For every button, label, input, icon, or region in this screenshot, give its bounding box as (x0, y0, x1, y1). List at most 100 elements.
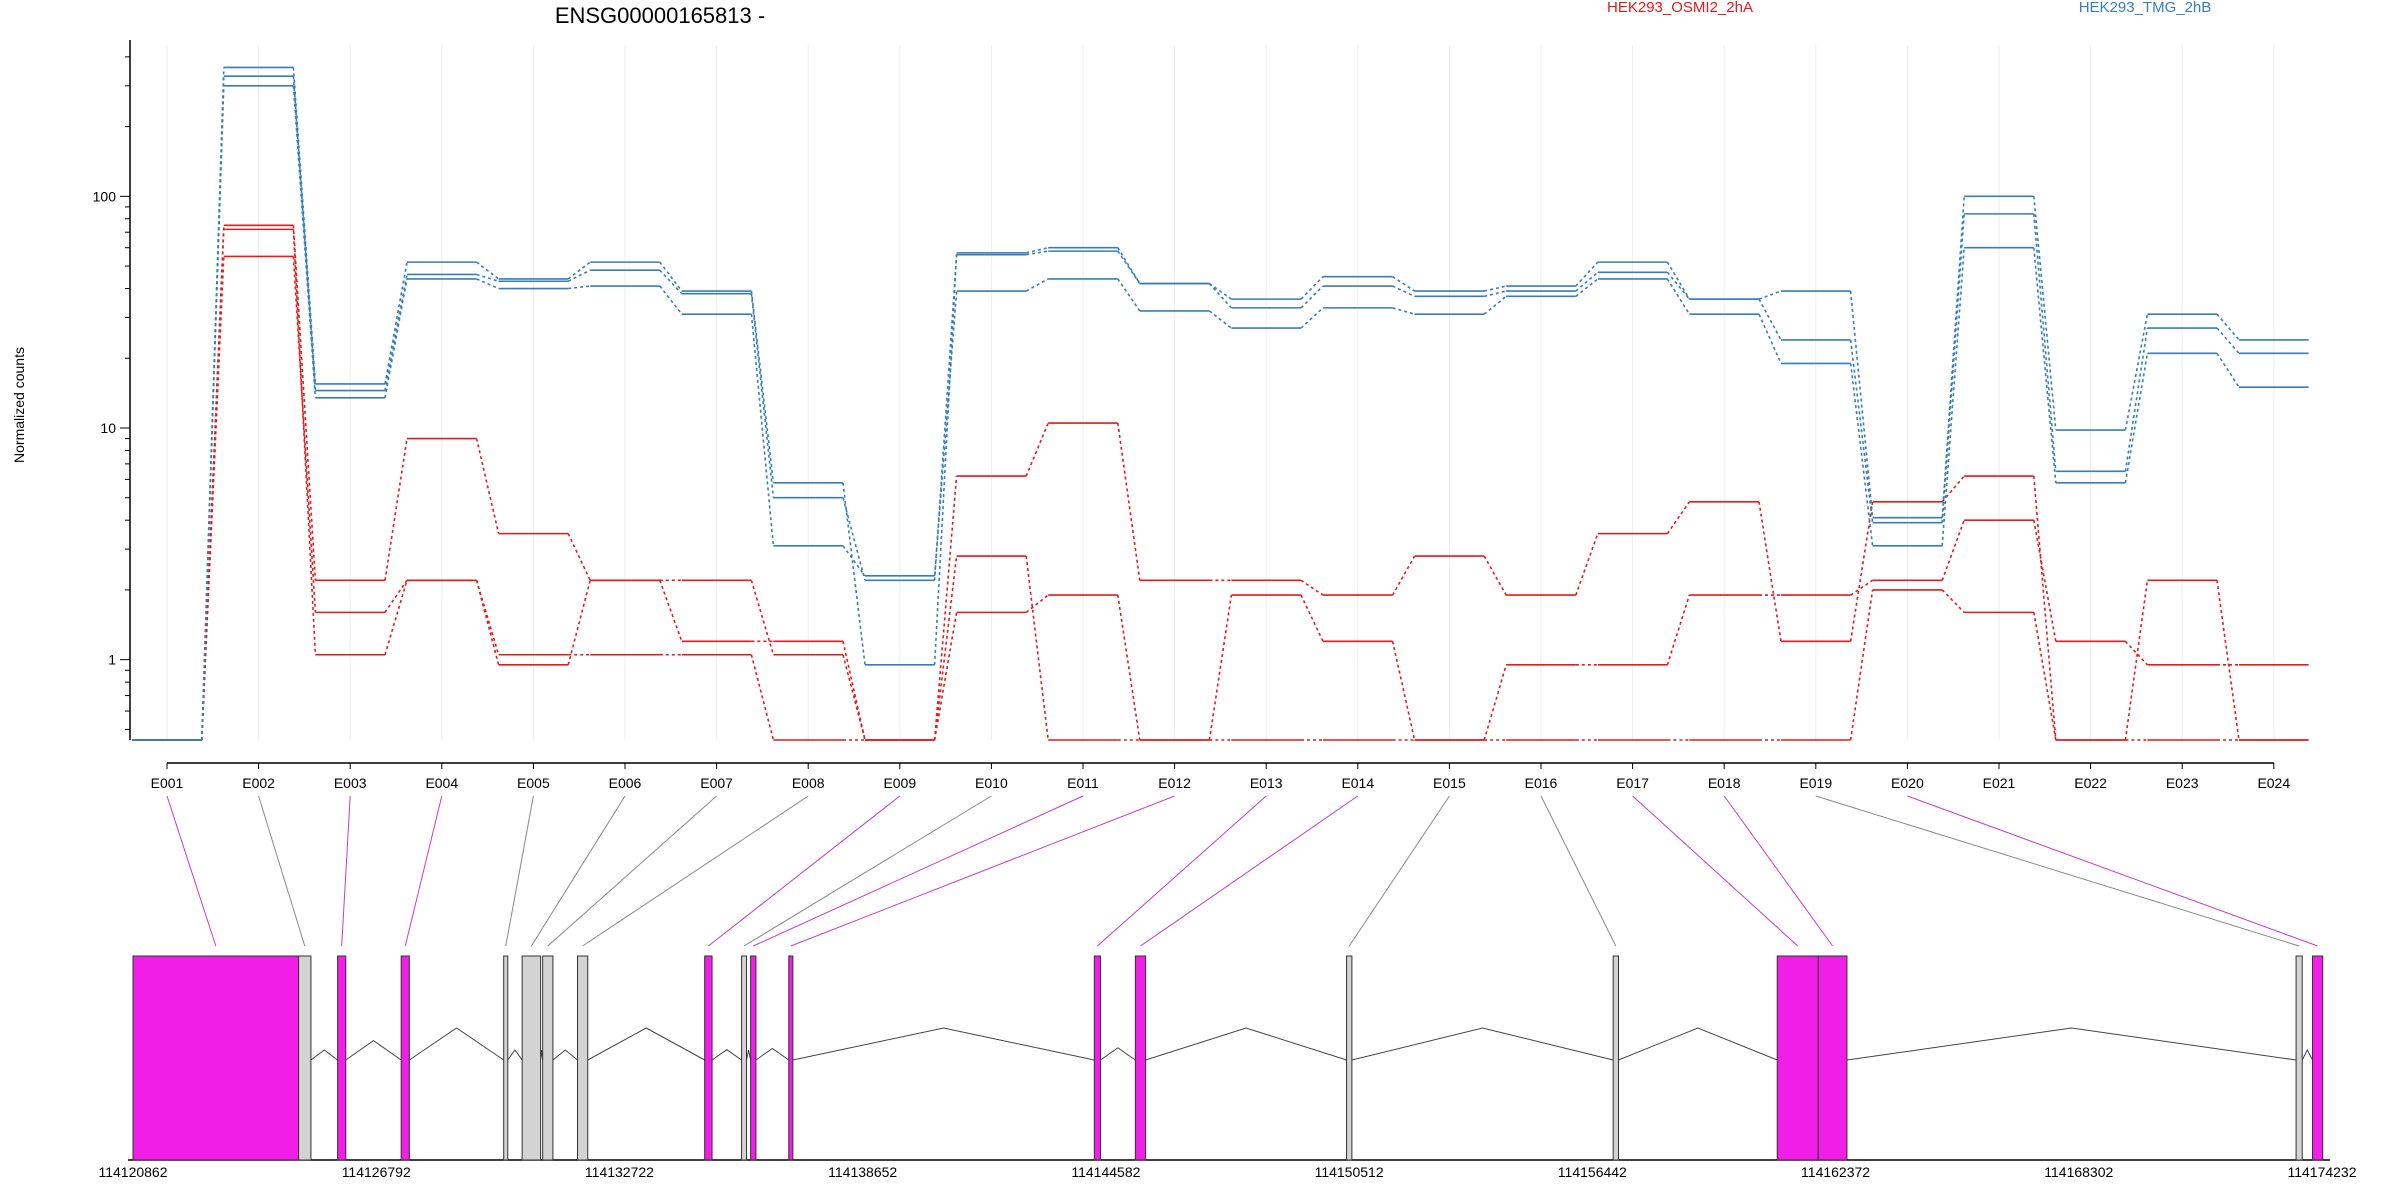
exon-box (2311, 955, 2324, 1161)
genome-coord-label: 114162372 (1801, 1164, 1870, 1180)
series-connector (567, 269, 591, 282)
series-connector (2124, 314, 2149, 431)
series-connector (1575, 278, 1599, 297)
series-connector (842, 497, 866, 581)
exon-connector (1907, 795, 2318, 947)
series-connector (2216, 313, 2240, 341)
exon-box (741, 955, 748, 1161)
series-connector (475, 438, 500, 534)
series-connector (1849, 589, 1874, 741)
series-connector (1849, 339, 1874, 523)
series-connector (1758, 298, 1782, 341)
exon-box (542, 955, 554, 1161)
intron-line (587, 1027, 705, 1061)
x-tick-label: E001 (151, 775, 184, 791)
series-connector (2216, 327, 2240, 354)
series-connector (1208, 282, 1232, 300)
exon-connector (1540, 795, 1617, 947)
series-connector (567, 580, 591, 666)
series-connector (2033, 612, 2057, 741)
exon-box (337, 955, 347, 1161)
x-tick-label: E023 (2166, 775, 2199, 791)
series-connector (1117, 247, 1141, 285)
genome-coord-label: 114156442 (1558, 1164, 1627, 1180)
intron-line (552, 1049, 578, 1061)
series-connector (1392, 307, 1415, 315)
exon-box (1134, 955, 1147, 1161)
series-connector (933, 612, 958, 741)
series-connector (475, 580, 500, 655)
series-connector (1666, 261, 1691, 300)
exon-connector (341, 795, 351, 947)
y-tick-label: 1 (108, 652, 116, 668)
series-connector (201, 225, 225, 741)
series-connector (1117, 278, 1141, 312)
series-HEK293_TMG_2hB (132, 75, 2309, 741)
series-connector (567, 533, 591, 581)
series-connector (1117, 594, 1141, 741)
series-connector (1849, 363, 1874, 546)
series-connector (567, 261, 591, 280)
x-tick-label: E006 (609, 775, 642, 791)
series-connector (1025, 594, 1049, 614)
exon-connector (1348, 795, 1450, 947)
series-connector (384, 278, 408, 398)
series-HEK293_OSMI2_2hA (132, 255, 2309, 741)
series-connector (1758, 313, 1782, 364)
series-connector (842, 545, 866, 577)
intron-line (1100, 1047, 1136, 1061)
intron-line (345, 1040, 402, 1061)
series-connector (1208, 594, 1233, 741)
exon-connector (1140, 795, 1359, 947)
series-connector (842, 654, 866, 741)
series-connector (1941, 196, 1965, 518)
y-tick-label: 10 (100, 420, 116, 436)
exon-box (750, 955, 757, 1161)
x-tick-label: E024 (2257, 775, 2290, 791)
intron-line (1618, 1027, 1778, 1061)
series-connector (1391, 555, 1416, 596)
exon-box (704, 955, 713, 1161)
x-tick-label: E005 (517, 775, 550, 791)
series-connector (2033, 520, 2057, 642)
series-connector (659, 580, 683, 642)
series-connector (750, 580, 775, 655)
series-connector (1483, 295, 1507, 315)
series-connector (1208, 310, 1232, 329)
series-connector (2124, 580, 2149, 741)
series-connector (1758, 290, 1782, 300)
exon-box (298, 955, 312, 1161)
intron-line (755, 1047, 790, 1061)
exon-box (1817, 955, 1848, 1161)
series-connector (1849, 290, 1874, 518)
y-axis-label: Normalized counts (11, 347, 27, 463)
x-tick-label: E003 (334, 775, 367, 791)
series-connector (1026, 246, 1049, 254)
series-connector (1484, 290, 1507, 298)
x-tick-label: E018 (1708, 775, 1741, 791)
exon-box (1346, 955, 1353, 1161)
series-connector (384, 580, 408, 655)
series-connector (1025, 278, 1049, 292)
series-connector (1941, 213, 1965, 523)
intron-line (711, 1049, 742, 1061)
legend-label-tmg: HEK293_TMG_2hB (2079, 0, 2212, 16)
series-connector (659, 285, 683, 315)
series-connector (659, 269, 683, 295)
series-connector (1208, 283, 1232, 309)
chart-title: ENSG00000165813 - (555, 3, 765, 28)
gene-model: 114120862 114126792 114132722 114138652 1141… (98, 795, 2357, 1180)
series-connector (2033, 196, 2057, 431)
x-tick-label: E016 (1525, 775, 1558, 791)
exon-connector (790, 795, 1175, 947)
intron-line (1846, 1027, 2297, 1061)
series-connector (201, 67, 225, 741)
legend-label-osmi2: HEK293_OSMI2_2hA (1607, 0, 1753, 16)
x-tick-label: E007 (700, 775, 733, 791)
series-connector (1392, 285, 1415, 298)
series-connector (292, 225, 317, 581)
x-tick-label: E012 (1158, 775, 1191, 791)
exon-connector (530, 795, 626, 947)
intron-line (2301, 1048, 2313, 1061)
